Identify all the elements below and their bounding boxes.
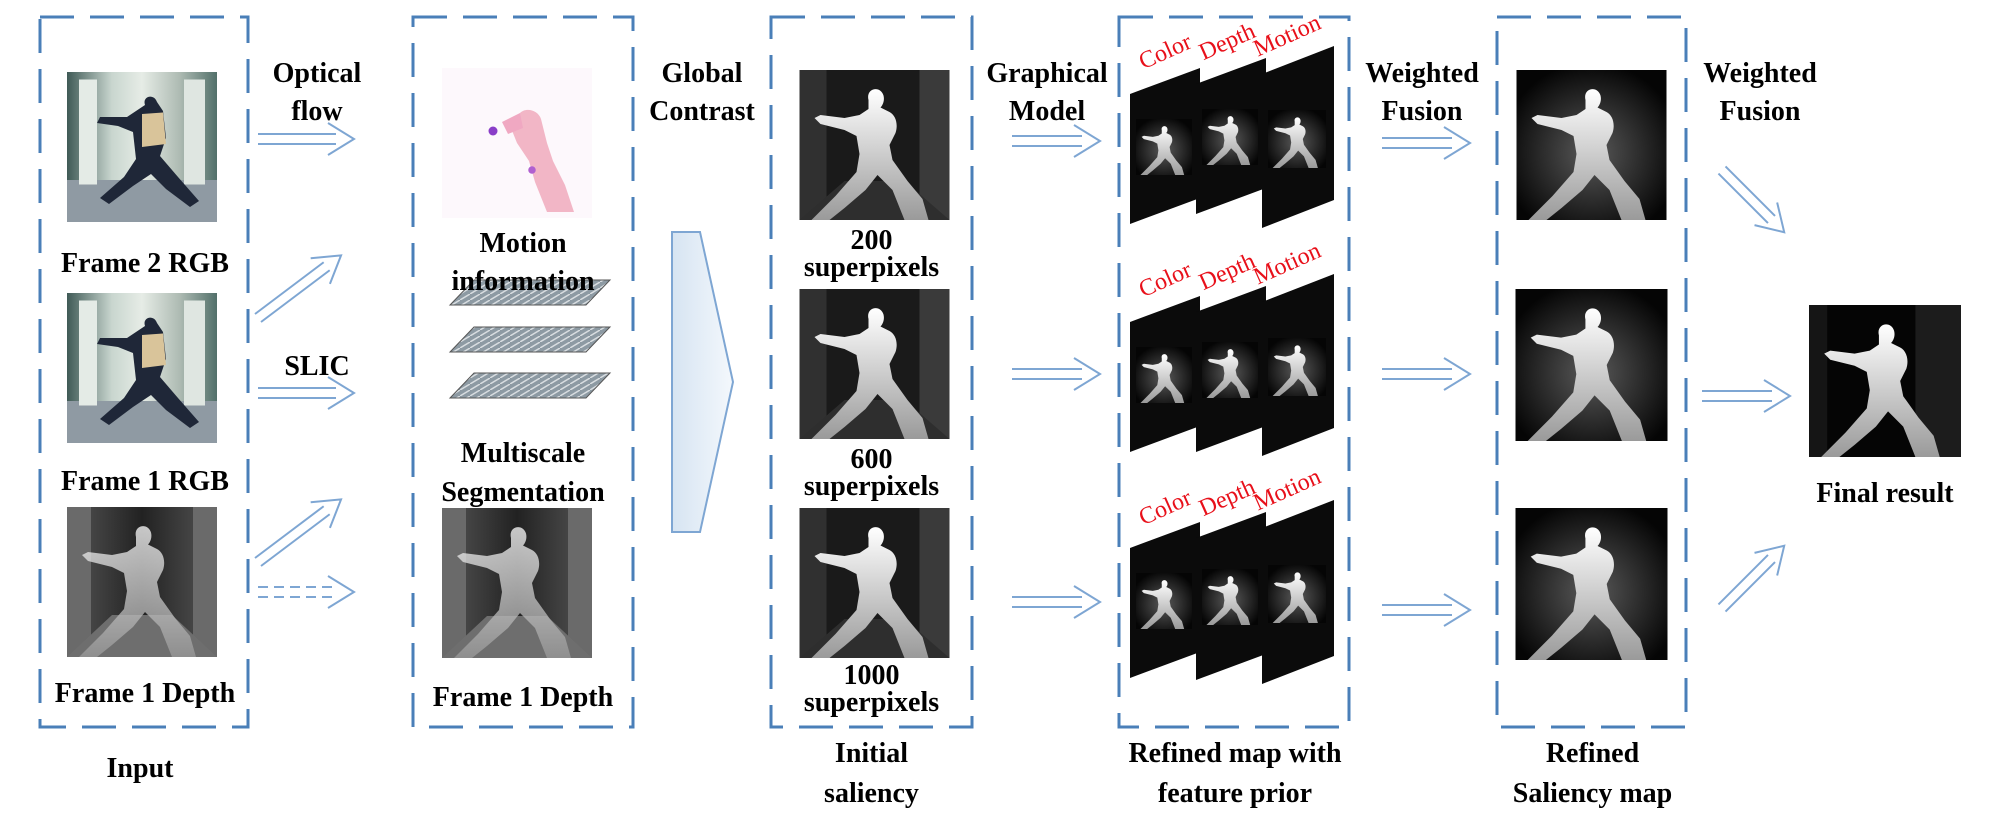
- motion-label-line1: Motion: [479, 228, 567, 259]
- frame2-rgb-label: Frame 2 RGB: [61, 248, 229, 279]
- refined-caption-line2: Saliency map: [1512, 778, 1673, 809]
- refined-saliency-3: [1516, 508, 1668, 660]
- feature-prior-caption-line1: Refined map with: [1128, 738, 1342, 769]
- s200-line2: superpixels: [803, 252, 940, 283]
- multiscale-label-line1: Multiscale: [460, 438, 586, 469]
- motion-map-2: [1262, 274, 1334, 456]
- arrow-rgb1-to-seg: [254, 498, 343, 567]
- optical-label-line2: flow: [291, 96, 343, 127]
- saliency-200-image: [800, 70, 950, 220]
- arrow-final-3: [1717, 544, 1786, 613]
- optical-label-line1: Optical: [272, 58, 362, 89]
- preprocess-box: [411, 15, 635, 729]
- color-map-3: [1130, 522, 1200, 678]
- s200-line1: 200: [850, 225, 893, 256]
- s1000-line2: superpixels: [803, 687, 940, 718]
- arrow-final-1: [1717, 165, 1786, 234]
- graphical-model-line1: Graphical: [986, 58, 1108, 89]
- frame2-rgb-image: [67, 72, 217, 222]
- depth-map-3: [1196, 512, 1266, 680]
- slic-label: SLIC: [284, 351, 350, 382]
- arrow-slic: [258, 376, 356, 410]
- refined-saliency-1: [1517, 70, 1667, 220]
- frame1-rgb-label: Frame 1 RGB: [61, 466, 229, 497]
- weighted-fusion2-line1: Weighted: [1703, 58, 1817, 89]
- depth-map-1: [1196, 58, 1266, 214]
- feature-prior-caption-line2: feature prior: [1157, 778, 1313, 809]
- color-map-2: [1130, 296, 1200, 452]
- arrow-final-2: [1702, 379, 1792, 413]
- arrow-graphical-3: [1012, 585, 1102, 619]
- arrow-fusion-2: [1382, 357, 1472, 391]
- saliency-1000-image: [800, 508, 950, 658]
- arrow-graphical-2: [1012, 357, 1102, 391]
- frame1-depth-image: [67, 507, 217, 657]
- arrow-graphical-1: [1012, 124, 1102, 158]
- frame1-rgb-image: [67, 293, 217, 443]
- final-result-label: Final result: [1816, 478, 1954, 509]
- weighted-fusion2-line2: Fusion: [1719, 96, 1801, 127]
- multiscale-segmentation-layers: [448, 279, 612, 399]
- final-result-image: [1809, 305, 1961, 457]
- depth-image-stage2: [442, 508, 592, 658]
- weighted-fusion1-line1: Weighted: [1365, 58, 1479, 89]
- multiscale-label-line2: Segmentation: [441, 477, 605, 508]
- input-box: [38, 15, 250, 729]
- initial-caption-line1: Initial: [834, 738, 909, 769]
- arrow-optical-flow: [258, 122, 356, 156]
- refined-caption-line1: Refined: [1545, 738, 1640, 769]
- global-contrast-line1: Global: [661, 58, 743, 89]
- arrow-fusion-1: [1382, 126, 1472, 160]
- global-contrast-line2: Contrast: [649, 96, 755, 127]
- initial-caption-line2: saliency: [824, 778, 919, 809]
- optical-flow-image: [442, 68, 592, 218]
- global-contrast-funnel: [671, 231, 735, 533]
- s600-line1: 600: [850, 444, 893, 475]
- initial-saliency-box: [769, 15, 974, 729]
- input-caption: Input: [106, 753, 174, 784]
- arrow-fusion-3: [1382, 593, 1472, 627]
- group-boxes: [38, 15, 1688, 729]
- motion-label-line2: information: [451, 266, 595, 297]
- motion-map-1: [1262, 46, 1334, 228]
- graphical-model-line2: Model: [1008, 96, 1086, 127]
- color-map-1: [1130, 68, 1200, 224]
- depth-map-2: [1196, 286, 1266, 452]
- arrow-depth-dashed: [258, 575, 356, 609]
- s600-line2: superpixels: [803, 471, 940, 502]
- arrows: [254, 122, 1792, 627]
- stage2-depth-label: Frame 1 Depth: [432, 682, 614, 713]
- arrow-rgb2-to-flow: [254, 254, 343, 323]
- weighted-fusion1-line2: Fusion: [1381, 96, 1463, 127]
- saliency-600-image: [800, 289, 950, 439]
- feature-stacks: [1130, 46, 1334, 684]
- feature-prior-box: [1117, 15, 1351, 729]
- motion-map-3: [1262, 500, 1334, 684]
- s1000-line1: 1000: [843, 660, 900, 691]
- refined-saliency-2: [1516, 289, 1668, 441]
- frame1-depth-label: Frame 1 Depth: [54, 678, 236, 709]
